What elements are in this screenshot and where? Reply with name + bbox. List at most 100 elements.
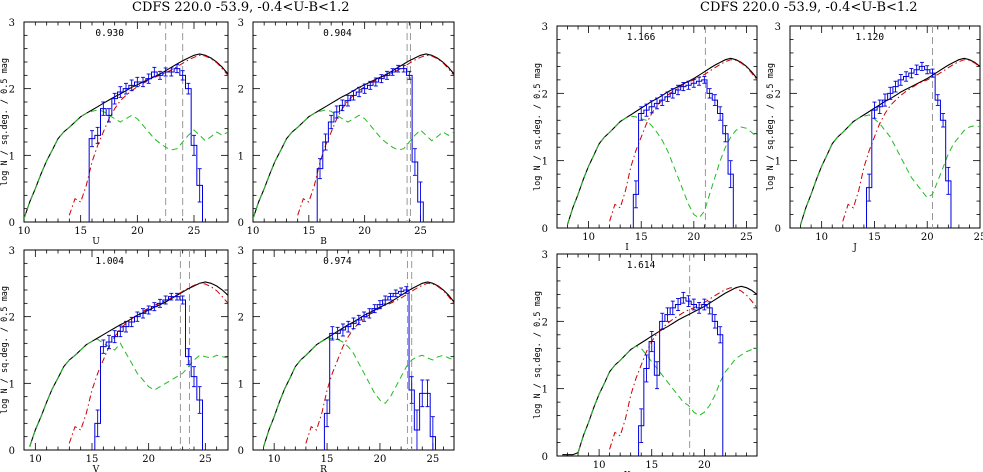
panel-k-series-model_alt xyxy=(609,287,757,450)
panel-b-xtick-label: 15 xyxy=(302,226,315,237)
panel-k-series-observed xyxy=(638,297,724,456)
panel-v-xtick-label: 25 xyxy=(199,454,212,465)
panel-k-ytick-label: 0 xyxy=(542,452,548,463)
panel-v-plot-area xyxy=(29,281,228,450)
panel-u-series-observed xyxy=(88,68,203,222)
panel-v-series-model_alt xyxy=(68,282,228,444)
panel-k-plot-area xyxy=(562,285,757,456)
panel-j-xlabel: J xyxy=(852,243,857,253)
panel-u-ytick-label: 0 xyxy=(9,218,15,229)
panel-b-series-model_total xyxy=(253,53,454,219)
panel-r-ytick-label: 2 xyxy=(238,313,244,324)
panel-r-frame xyxy=(252,249,455,451)
panel-j-series-model_total xyxy=(800,57,980,225)
panel-b-series-observed xyxy=(316,68,424,222)
panel-u-ytick-label: 3 xyxy=(9,18,15,29)
panel-i-xlabel: I xyxy=(625,243,629,253)
panel-v-xtick-label: 20 xyxy=(142,454,155,465)
panel-v-series-model_total xyxy=(29,281,228,447)
panel-b-ytick-label: 3 xyxy=(238,18,244,29)
panel-u-xtick-label: 20 xyxy=(131,226,144,237)
panel-r-ytick-label: 3 xyxy=(238,246,244,257)
panel-k-series-model_component xyxy=(577,345,757,453)
panel-i-ytick-label: 0 xyxy=(542,224,548,235)
panel-u-xtick-label: 10 xyxy=(18,226,31,237)
panel-b-series-model_component xyxy=(253,109,454,219)
panel-v-ytick-label: 2 xyxy=(9,313,15,324)
panel-j-xtick-label: 15 xyxy=(868,232,881,243)
panel-r-xtick-label: 15 xyxy=(321,454,334,465)
panel-k: 1015200123Klog N / sq.deg. / 0.5 mag1.61… xyxy=(533,250,758,472)
figure-title-left: CDFS 220.0 -53.9, -0.4<U-B<1.2 xyxy=(132,0,350,15)
panel-i-ytick-label: 3 xyxy=(542,22,548,33)
panel-k-ytick-label: 2 xyxy=(542,317,548,328)
panel-b-xlabel: B xyxy=(320,237,327,247)
panel-r-xtick-label: 10 xyxy=(268,454,281,465)
panel-k-ylabel: log N / sq.deg. / 0.5 mag xyxy=(533,291,543,419)
panel-r-annotation: 0.974 xyxy=(323,256,352,267)
panel-b-ytick-label: 1 xyxy=(238,151,244,162)
panel-r-xtick-label: 25 xyxy=(426,454,439,465)
panel-v-ytick-label: 3 xyxy=(9,246,15,257)
panel-u-ylabel: log N / sq.deg. / 0.5 mag xyxy=(0,58,10,186)
panel-j-series-observed xyxy=(866,65,952,228)
panel-u-ytick-label: 2 xyxy=(9,85,15,96)
panel-b-plot-area xyxy=(253,53,454,222)
panel-u-series-model_total xyxy=(24,53,228,219)
panel-b-series-model_alt xyxy=(297,54,454,216)
panel-v-frame xyxy=(23,249,229,451)
panel-b-annotation: 0.904 xyxy=(323,28,352,39)
panel-b-xtick-label: 25 xyxy=(414,226,427,237)
panel-k-xtick-label: 20 xyxy=(698,460,711,471)
panel-v-ylabel: log N / sq.deg. / 0.5 mag xyxy=(0,286,10,414)
panel-i-ylabel: log N / sq.deg. / 0.5 mag xyxy=(533,63,543,191)
panel-r-ytick-label: 1 xyxy=(238,379,244,390)
panel-u-plot-area xyxy=(24,53,228,222)
panel-i-annotation: 1.166 xyxy=(627,32,656,43)
panel-k-ytick-label: 3 xyxy=(542,250,548,261)
panel-i-plot-area xyxy=(566,57,757,228)
panel-b-xtick-label: 10 xyxy=(247,226,260,237)
panel-v-xtick-label: 15 xyxy=(86,454,99,465)
panel-j-series-model_alt xyxy=(842,59,980,222)
panel-i-ytick-label: 1 xyxy=(542,157,548,168)
panel-j-plot-area xyxy=(800,57,980,228)
panel-u-ytick-label: 1 xyxy=(9,151,15,162)
panel-i-xtick-label: 15 xyxy=(635,232,648,243)
panel-v-series-observed xyxy=(94,296,203,450)
panel-b-ytick-label: 2 xyxy=(238,85,244,96)
panel-i-xtick-label: 25 xyxy=(740,232,753,243)
panel-v-series-model_component xyxy=(29,338,228,447)
panel-r-ytick-label: 0 xyxy=(238,446,244,457)
panel-k-frame xyxy=(556,253,758,457)
panel-j-ytick-label: 3 xyxy=(775,22,781,33)
panel-r-series-observed xyxy=(323,289,436,450)
panel-b-ytick-label: 0 xyxy=(238,218,244,229)
panel-b-frame xyxy=(252,21,455,223)
panel-u-series-model_alt xyxy=(68,54,228,216)
panel-j-annotation: 1.120 xyxy=(855,32,884,43)
panel-v-ytick-label: 1 xyxy=(9,379,15,390)
panel-i-series-observed xyxy=(632,79,734,228)
figure-title-right: CDFS 220.0 -53.9, -0.4<U-B<1.2 xyxy=(700,0,918,15)
panel-j-xtick-label: 20 xyxy=(921,232,934,243)
panel-r-plot-area xyxy=(263,281,454,450)
panel-k-ytick-label: 1 xyxy=(542,385,548,396)
panel-i-xtick-label: 10 xyxy=(582,232,595,243)
panel-b: 10 15 20 25 0 1 2 3 B 0.904 xyxy=(238,18,455,247)
panel-u-frame xyxy=(23,21,229,223)
panel-u-xtick-label: 25 xyxy=(188,226,201,237)
panel-u-xlabel: U xyxy=(92,237,100,247)
panel-u-xtick-label: 15 xyxy=(74,226,87,237)
panel-j-ytick-label: 0 xyxy=(775,224,781,235)
panel-k-xtick-label: 15 xyxy=(645,460,658,471)
panel-i-xtick-label: 20 xyxy=(687,232,700,243)
panel-v-xtick-label: 10 xyxy=(29,454,42,465)
panel-v-ytick-label: 0 xyxy=(9,446,15,457)
panel-r-xtick-label: 20 xyxy=(374,454,387,465)
panel-j-ylabel: log N / sq.deg. / 0.5 mag xyxy=(766,63,776,191)
panel-i-series-model_component xyxy=(567,115,757,225)
